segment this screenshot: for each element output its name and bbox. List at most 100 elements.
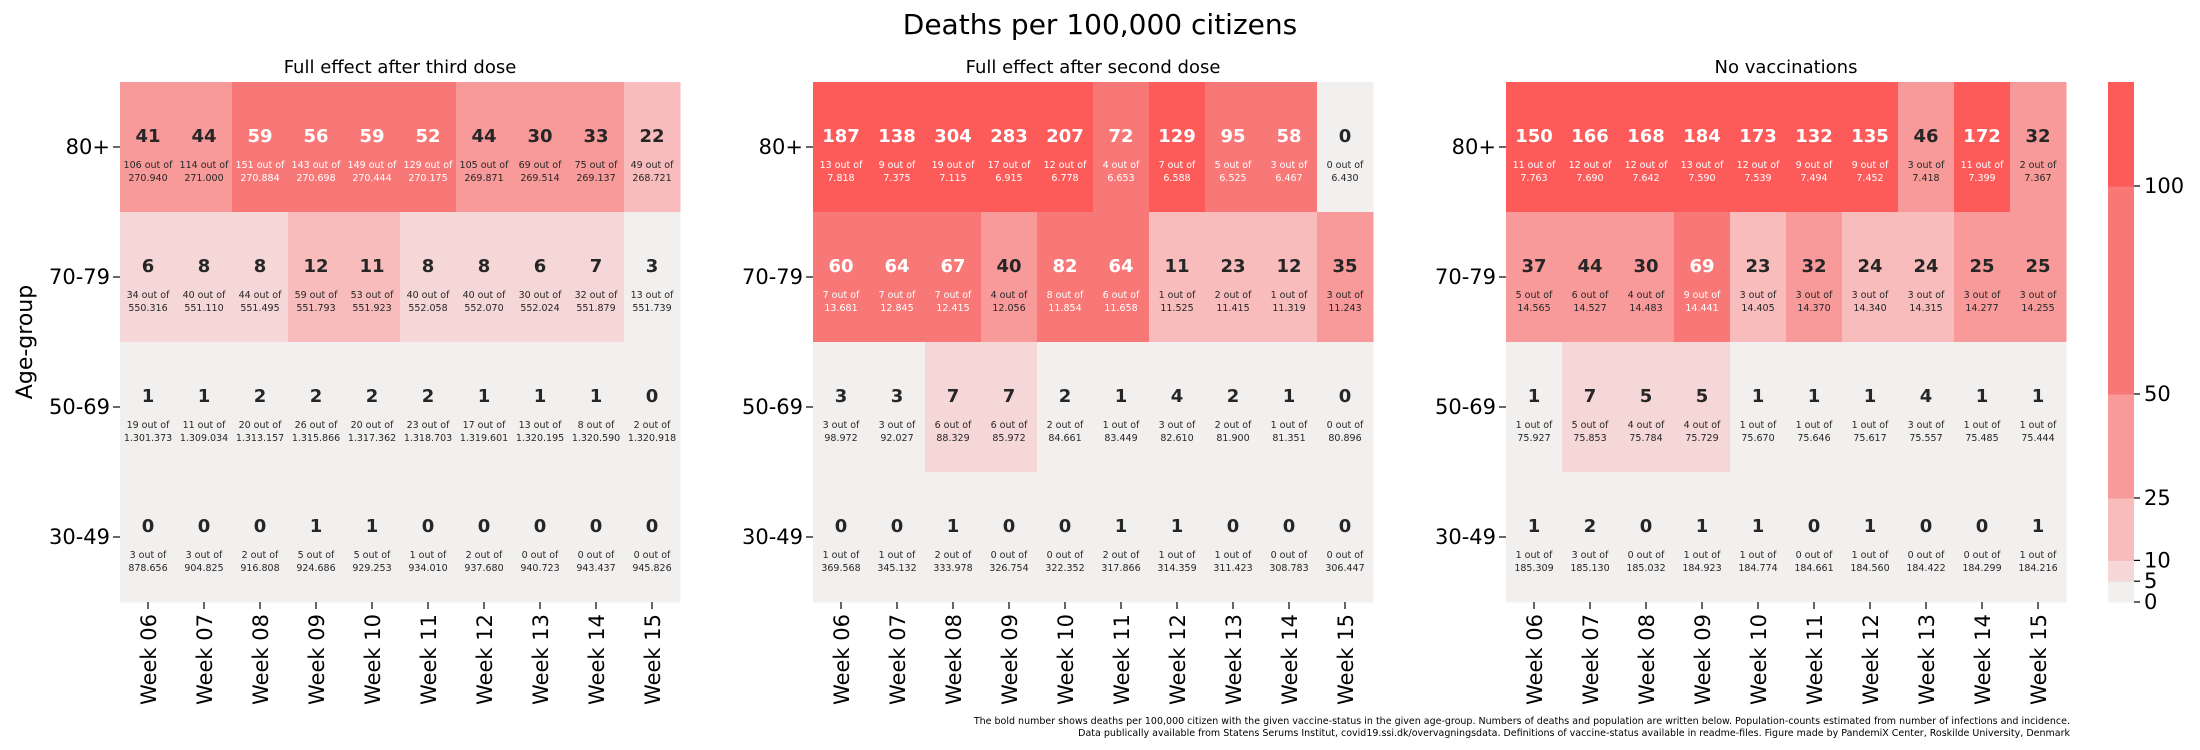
cell-detail-line-2: 940.723 [520,563,559,574]
heatmap-cell [232,472,289,603]
cell-detail-line-2: 14.483 [1629,303,1662,314]
cell-detail-line-1: 0 out of [578,550,615,561]
cell-detail-line-1: 32 out of [575,290,618,301]
cell-detail-line-1: 20 out of [239,420,282,431]
cell-detail-line-2: 75.646 [1797,433,1830,444]
cell-detail-line-2: 314.359 [1157,563,1196,574]
cell-detail-line-2: 270.884 [240,173,279,184]
cell-value: 3 [835,386,848,407]
cell-detail-line-2: 550.316 [128,303,167,314]
cell-detail-line-2: 1.320.195 [516,433,564,444]
cell-value: 32 [1801,256,1826,277]
cell-detail-line-1: 2 out of [242,550,279,561]
heatmap-cell [2010,342,2067,473]
heatmap-cell [1317,82,1374,213]
cell-value: 0 [142,516,155,537]
cell-value: 25 [1969,256,1994,277]
cell-detail-line-2: 1.317.362 [348,433,396,444]
cell-detail-line-1: 26 out of [295,420,338,431]
heatmap-cell [1261,212,1318,343]
cell-detail-line-1: 2 out of [1215,420,1252,431]
cell-detail-line-1: 1 out of [1852,550,1889,561]
heatmap-cell [1205,82,1262,213]
cell-detail-line-1: 11 out of [1961,160,2004,171]
cell-detail-line-1: 13 out of [631,290,674,301]
cell-detail-line-1: 1 out of [410,550,447,561]
cell-detail-line-2: 184.560 [1850,563,1889,574]
cell-detail-line-2: 333.978 [933,563,972,574]
heatmap-cell [1149,212,1206,343]
heatmap-cell [981,82,1038,213]
cell-detail-line-2: 271.000 [184,173,223,184]
heatmap-cell [1261,472,1318,603]
x-tick-label: Week 13 [529,614,553,705]
heatmap-cell [288,82,345,213]
cell-detail-line-2: 184.774 [1738,563,1777,574]
cell-value: 40 [996,256,1021,277]
heatmap-cell [1618,342,1675,473]
cell-detail-line-2: 7.763 [1520,173,1547,184]
cell-detail-line-1: 2 out of [634,420,671,431]
cell-detail-line-2: 184.661 [1794,563,1833,574]
cell-detail-line-2: 14.315 [1909,303,1942,314]
footnote-line-2: Data publically available from Statens S… [1078,728,2070,739]
cell-detail-line-2: 75.557 [1909,433,1942,444]
cell-detail-line-2: 929.253 [352,563,391,574]
cell-detail-line-2: 6.467 [1275,173,1302,184]
cell-detail-line-2: 551.793 [296,303,335,314]
heatmap-cell [1842,472,1899,603]
cell-detail-line-2: 11.525 [1160,303,1193,314]
cell-detail-line-1: 0 out of [1327,550,1364,561]
cell-value: 1 [1864,516,1877,537]
cell-value: 44 [471,126,496,147]
cell-detail-line-1: 0 out of [1047,550,1084,561]
cell-detail-line-2: 14.405 [1741,303,1774,314]
cell-detail-line-2: 84.661 [1048,433,1081,444]
cell-value: 0 [1339,516,1352,537]
cell-detail-line-1: 1 out of [1271,290,1308,301]
cell-detail-line-1: 5 out of [1215,160,1252,171]
cell-detail-line-2: 184.923 [1682,563,1721,574]
cell-detail-line-2: 14.441 [1685,303,1718,314]
cell-value: 0 [1227,516,1240,537]
cell-detail-line-1: 1 out of [1103,420,1140,431]
cell-detail-line-2: 85.972 [992,433,1025,444]
heatmap-cell [1149,342,1206,473]
x-tick-label: Week 10 [1054,614,1078,705]
cell-detail-line-2: 552.024 [520,303,559,314]
cell-detail-line-2: 11.319 [1272,303,1305,314]
y-tick-label: 30-49 [49,525,110,549]
heatmap-cell [1037,212,1094,343]
cell-detail-line-1: 12 out of [1044,160,1087,171]
cell-detail-line-1: 3 out of [130,550,167,561]
cell-detail-line-2: 75.927 [1517,433,1550,444]
cell-value: 1 [590,386,603,407]
x-tick-label: Week 14 [1971,614,1995,705]
heatmap-cell [344,472,401,603]
cell-value: 6 [142,256,155,277]
cell-detail-line-2: 1.320.918 [628,433,676,444]
cell-value: 1 [366,516,379,537]
heatmap-cell [1954,472,2011,603]
cell-value: 59 [359,126,384,147]
cell-detail-line-1: 1 out of [1215,550,1252,561]
heatmap-cell [1674,212,1731,343]
cell-value: 1 [2032,386,2045,407]
cell-detail-line-1: 0 out of [1908,550,1945,561]
x-tick-label: Week 08 [1635,614,1659,705]
cell-detail-line-1: 151 out of [236,160,286,171]
cell-value: 4 [1920,386,1933,407]
x-tick-label: Week 07 [193,614,217,705]
cell-detail-line-1: 5 out of [298,550,335,561]
x-tick-label: Week 06 [1523,614,1547,705]
cell-detail-line-1: 1 out of [879,550,916,561]
cell-value: 0 [646,386,659,407]
heatmap-cell [1506,212,1563,343]
cell-detail-line-1: 7 out of [879,290,916,301]
cell-detail-line-2: 1.318.703 [404,433,452,444]
heatmap-cell [1898,212,1955,343]
cell-detail-line-1: 2 out of [1215,290,1252,301]
heatmap-cell [120,472,177,603]
heatmap-cell [568,342,625,473]
cell-value: 0 [1976,516,1989,537]
